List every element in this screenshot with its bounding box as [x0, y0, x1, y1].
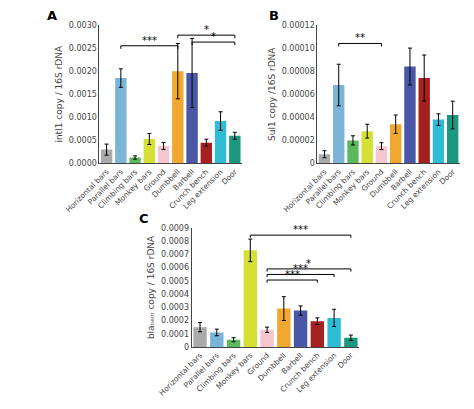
svg-text:0.0009: 0.0009: [161, 224, 189, 233]
svg-text:Horizontal bars: Horizontal bars: [157, 351, 204, 398]
svg-text:Parallel bars: Parallel bars: [182, 351, 221, 390]
svg-text:Dumbbell: Dumbbell: [150, 167, 182, 199]
svg-text:0.00008: 0.00008: [282, 67, 315, 76]
svg-text:0.0030: 0.0030: [69, 21, 97, 30]
svg-text:Barbell: Barbell: [280, 351, 305, 376]
svg-text:Sul1 copy /16S rDNA: Sul1 copy /16S rDNA: [267, 47, 277, 141]
svg-text:Barbell: Barbell: [389, 167, 414, 192]
svg-text:Crunch bench: Crunch bench: [167, 167, 210, 210]
svg-text:***: ***: [285, 269, 300, 280]
svg-text:Dumbbell: Dumbbell: [256, 351, 288, 383]
svg-text:Parallel bars: Parallel bars: [304, 167, 343, 206]
svg-text:0.0000: 0.0000: [69, 159, 97, 168]
svg-text:Climbing bars: Climbing bars: [195, 351, 238, 394]
svg-text:0.00010: 0.00010: [282, 44, 315, 53]
svg-text:***: ***: [293, 263, 308, 274]
svg-text:0.00012: 0.00012: [282, 21, 315, 30]
svg-text:C: C: [139, 211, 149, 226]
svg-text:Leg extension: Leg extension: [295, 351, 339, 395]
svg-text:Ground: Ground: [245, 351, 271, 377]
svg-text:***: ***: [142, 35, 157, 46]
svg-text:0.0001: 0.0001: [161, 330, 189, 339]
svg-text:0.0003: 0.0003: [161, 303, 189, 312]
svg-text:0.00006: 0.00006: [282, 90, 315, 99]
svg-text:Ground: Ground: [142, 167, 168, 193]
svg-text:0.0005: 0.0005: [161, 277, 189, 286]
svg-text:0.00002: 0.00002: [282, 136, 315, 145]
svg-text:0.0005: 0.0005: [69, 136, 97, 145]
svg-text:Monkey bars: Monkey bars: [113, 167, 153, 207]
svg-text:0.0020: 0.0020: [69, 67, 97, 76]
svg-text:Crunch bench: Crunch bench: [278, 351, 321, 394]
svg-text:Dumbbell: Dumbbell: [368, 167, 400, 199]
svg-text:0.00004: 0.00004: [282, 113, 315, 122]
svg-text:Barbell: Barbell: [171, 167, 196, 192]
svg-text:0.0007: 0.0007: [161, 250, 189, 259]
svg-text:Leg extension: Leg extension: [181, 167, 225, 211]
svg-text:Climbing bars: Climbing bars: [314, 167, 357, 210]
svg-text:Monkey bars: Monkey bars: [331, 167, 371, 207]
svg-text:Parallel bars: Parallel bars: [86, 167, 125, 206]
svg-text:blaₙₑₘ copy / 16S rDNA: blaₙₑₘ copy / 16S rDNA: [146, 235, 156, 339]
svg-text:B: B: [269, 8, 279, 23]
svg-text:0.0002: 0.0002: [161, 316, 189, 325]
svg-text:Horizontal bars: Horizontal bars: [282, 167, 329, 214]
svg-text:0.0008: 0.0008: [161, 237, 189, 246]
svg-text:Climbing bars: Climbing bars: [96, 167, 139, 210]
svg-text:0.0010: 0.0010: [69, 113, 97, 122]
svg-text:***: ***: [293, 224, 308, 235]
svg-text:A: A: [47, 8, 57, 23]
svg-text:Door: Door: [336, 350, 356, 370]
svg-text:0.0015: 0.0015: [69, 90, 97, 99]
svg-text:Door: Door: [438, 167, 458, 187]
svg-text:0: 0: [310, 159, 315, 168]
svg-text:**: **: [355, 32, 365, 43]
svg-text:0.0004: 0.0004: [161, 290, 189, 299]
svg-text:0.0006: 0.0006: [161, 263, 189, 272]
svg-text:Leg extension: Leg extension: [399, 167, 443, 211]
svg-text:Crunch bench: Crunch bench: [385, 167, 428, 210]
svg-text:*: *: [211, 31, 216, 42]
svg-text:Door: Door: [220, 167, 240, 187]
svg-text:Monkey bars: Monkey bars: [214, 351, 254, 391]
svg-text:Horizontal bars: Horizontal bars: [64, 167, 111, 214]
svg-text:0.0025: 0.0025: [69, 44, 97, 53]
svg-text:intI1 copy / 16S rDNA: intI1 copy / 16S rDNA: [54, 45, 64, 143]
svg-text:Ground: Ground: [360, 167, 386, 193]
svg-text:*: *: [306, 258, 311, 269]
svg-text:0: 0: [184, 343, 189, 352]
svg-text:*: *: [204, 24, 209, 35]
